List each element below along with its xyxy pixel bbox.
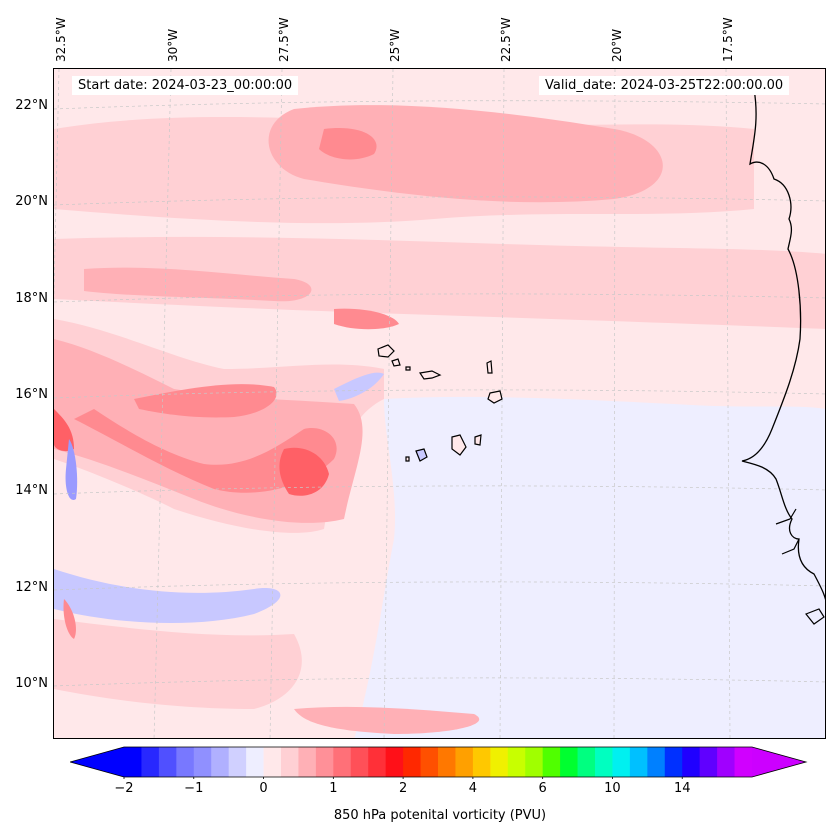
colorbar-cell	[490, 747, 509, 777]
colorbar-cell	[577, 747, 596, 777]
pv-band	[54, 619, 302, 709]
colorbar-cell	[664, 747, 683, 777]
colorbar-label: 850 hPa potenital vorticity (PVU)	[333, 808, 547, 823]
pv-band	[334, 308, 399, 330]
pv-band	[54, 236, 825, 329]
colorbar-cell	[158, 747, 177, 777]
colorbar	[70, 746, 808, 779]
latitude-label: 14°N	[15, 483, 48, 498]
colorbar-cell	[647, 747, 666, 777]
latitude-label: 12°N	[15, 580, 48, 595]
colorbar-right-arrow	[752, 747, 806, 777]
colorbar-tick-label: 1	[329, 781, 338, 796]
latitude-label: 22°N	[15, 98, 48, 113]
colorbar-cell	[281, 747, 299, 777]
colorbar-tick-label: 4	[468, 781, 478, 796]
longitude-label: 17.5°W	[721, 17, 735, 62]
colorbar-cell	[525, 747, 544, 777]
colorbar-cell	[682, 747, 701, 777]
negative-pv-region	[54, 569, 281, 624]
colorbar-cell	[717, 747, 736, 777]
latitude-label: 10°N	[15, 676, 48, 691]
colorbar-cell	[403, 747, 422, 777]
colorbar-left-arrow	[70, 747, 124, 777]
colorbar-cell	[734, 747, 753, 777]
colorbar-cell	[211, 747, 230, 777]
colorbar-tick-label: 10	[604, 781, 621, 796]
pv-band	[268, 105, 663, 203]
start-date-label: Start date: 2024-03-23_00:00:00	[72, 76, 299, 95]
colorbar-tick-label: −2	[114, 781, 134, 796]
map-panel	[53, 68, 826, 739]
pv-band	[294, 706, 480, 734]
valid-date-label: Valid_date: 2024-03-25T22:00:00.00	[539, 76, 790, 95]
colorbar-cell	[246, 747, 265, 777]
longitude-label: 30°W	[166, 28, 180, 62]
colorbar-cell	[385, 747, 404, 777]
colorbar-cell	[542, 747, 561, 777]
colorbar-cell	[263, 747, 282, 777]
longitude-label: 20°W	[610, 28, 624, 62]
pv-band	[74, 409, 337, 493]
colorbar-cell	[350, 747, 369, 777]
colorbar-cell	[629, 747, 648, 777]
colorbar-cell	[315, 747, 334, 777]
colorbar-cell	[228, 747, 247, 777]
colorbar-tick-label: 14	[673, 781, 691, 796]
longitude-label: 32.5°W	[54, 17, 68, 62]
colorbar-tick-label: 0	[259, 781, 268, 796]
colorbar-cell	[176, 747, 195, 777]
colorbar-cell	[455, 747, 474, 777]
pv-field-map	[54, 69, 825, 738]
longitude-label: 27.5°W	[277, 17, 291, 62]
longitude-label: 22.5°W	[499, 17, 513, 62]
pv-band	[63, 599, 76, 639]
graticule	[54, 69, 825, 738]
colorbar-cell	[438, 747, 456, 777]
longitude-label: 25°W	[388, 28, 402, 62]
colorbar-cell	[333, 747, 352, 777]
colorbar-cell	[612, 747, 631, 777]
colorbar-cell	[699, 747, 718, 777]
colorbar-cell	[141, 747, 160, 777]
colorbar-tick-label: 2	[398, 781, 408, 796]
low-pv-region	[354, 396, 825, 738]
colorbar-cell	[193, 747, 212, 777]
pv-band	[319, 128, 377, 160]
pv-band	[279, 447, 329, 496]
colorbar-cell	[595, 747, 613, 777]
colorbar-cell	[420, 747, 439, 777]
negative-pv-region	[65, 439, 78, 500]
coastline-inlet	[775, 508, 825, 625]
negative-pv-region	[334, 372, 384, 401]
latitude-label: 18°N	[15, 291, 48, 306]
colorbar-cell	[472, 747, 491, 777]
cape-verde-islands	[377, 344, 503, 462]
colorbar-tick-label: −1	[184, 781, 204, 796]
pv-band	[84, 267, 312, 302]
colorbar-cell	[507, 747, 526, 777]
colorbar-cell	[298, 747, 317, 777]
latitude-label: 20°N	[15, 194, 48, 209]
latitude-label: 16°N	[15, 387, 48, 402]
colorbar-cell	[124, 747, 142, 777]
colorbar-cell	[368, 747, 387, 777]
colorbar-cell	[560, 747, 579, 777]
colorbar-tick-label: 6	[538, 781, 547, 796]
